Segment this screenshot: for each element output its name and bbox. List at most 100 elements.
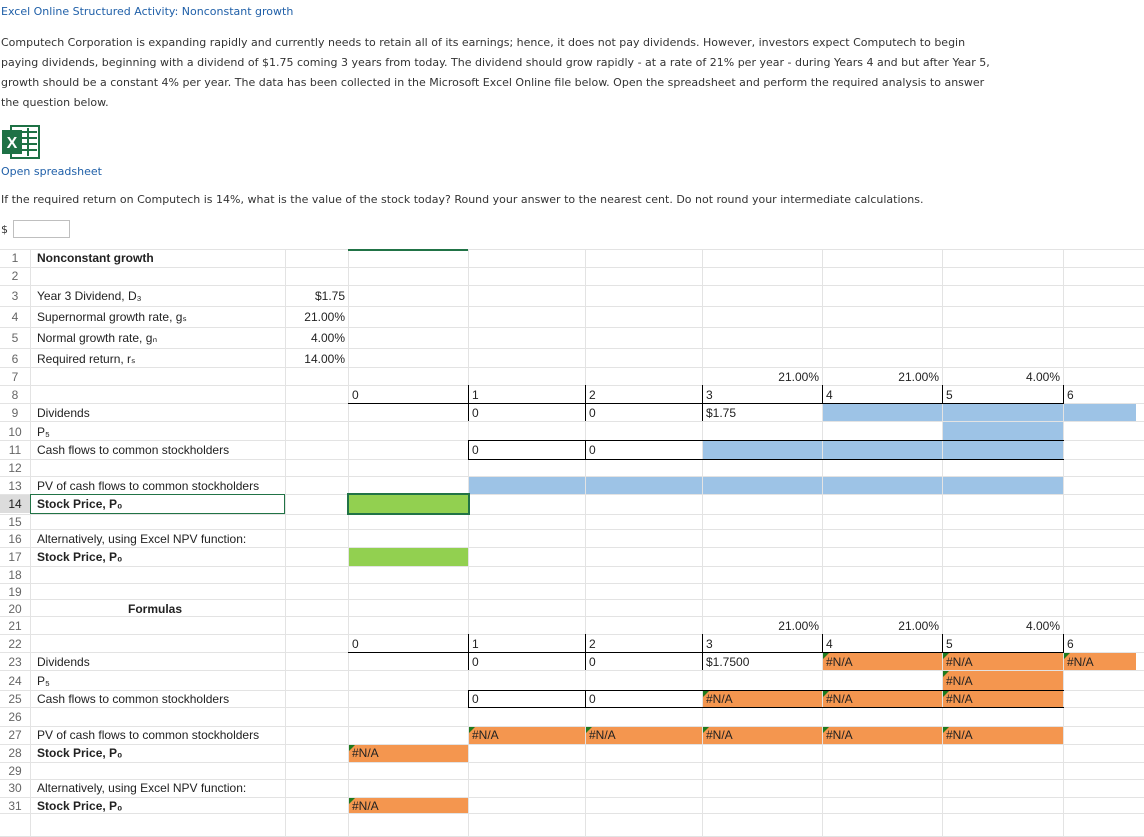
pv-cash-flows-label: PV of cash flows to common stockholders xyxy=(37,479,260,493)
row-number: 15 xyxy=(8,515,22,529)
spreadsheet: 1 2 3 4 5 6 7 8 9 10 11 12 13 14 15 16 1… xyxy=(0,249,1144,837)
formula-pv-year-2: #N/A xyxy=(589,728,616,742)
input-cell-pv-cash-flows[interactable] xyxy=(468,476,1063,495)
row-number: 17 xyxy=(8,550,22,564)
cash-flow-year-1: 0 xyxy=(472,443,479,457)
formula-timeline-border xyxy=(348,652,1064,653)
row-number: 6 xyxy=(11,352,19,366)
error-indicator-icon xyxy=(586,727,592,733)
gn-label: Normal growth rate, gₙ xyxy=(37,331,158,345)
cash-flow-year-2: 0 xyxy=(589,443,596,457)
error-indicator-icon xyxy=(943,727,949,733)
formulas-heading: Formulas xyxy=(128,602,183,616)
row-number: 26 xyxy=(8,710,22,724)
formula-cell-cash-flows-3-5[interactable] xyxy=(702,690,1063,707)
timeline-border xyxy=(348,403,1064,404)
gs-value[interactable]: 21.00% xyxy=(304,310,345,324)
formula-stock-price-value: #N/A xyxy=(352,746,379,760)
error-indicator-icon xyxy=(943,671,949,677)
formula-cash-flow-year-2: 0 xyxy=(589,692,596,706)
error-indicator-icon xyxy=(823,727,829,733)
row-number: 31 xyxy=(8,799,22,813)
row-number: 28 xyxy=(8,746,22,760)
row-number: 29 xyxy=(8,764,22,778)
d3-value[interactable]: $1.75 xyxy=(314,289,345,303)
input-cell-cash-flows-3-5[interactable] xyxy=(702,440,1063,459)
formula-cash-flow-year-3: #N/A xyxy=(706,692,733,706)
row-number: 27 xyxy=(8,728,22,742)
formula-year-0: 0 xyxy=(352,637,359,651)
gs-label: Supernormal growth rate, gₛ xyxy=(37,310,187,324)
row-number: 22 xyxy=(8,637,22,651)
formula-cell-npv-stock-price[interactable] xyxy=(348,797,468,813)
year-6: 6 xyxy=(1067,388,1074,402)
row-number: 25 xyxy=(8,692,22,706)
formula-dividend-year-6: #N/A xyxy=(1067,655,1094,669)
cash-flow-bottom-border xyxy=(468,459,1064,460)
growth-rate-year-5: 21.00% xyxy=(898,370,939,384)
row-number: 23 xyxy=(8,655,22,669)
row-number: 9 xyxy=(11,406,19,420)
row-number: 2 xyxy=(11,269,19,283)
error-indicator-icon xyxy=(349,798,355,804)
gn-value[interactable]: 4.00% xyxy=(310,331,345,345)
input-cell-npv-stock-price[interactable] xyxy=(348,547,468,566)
formula-pv-cash-flows-label: PV of cash flows to common stockholders xyxy=(37,728,260,742)
svg-text:X: X xyxy=(7,135,18,152)
row-number: 11 xyxy=(8,443,22,457)
row-number: 13 xyxy=(8,479,22,493)
year-2: 2 xyxy=(589,388,596,402)
error-indicator-icon xyxy=(469,727,475,733)
formula-year-2: 2 xyxy=(589,637,596,651)
d3-label: Year 3 Dividend, D₃ xyxy=(37,289,142,303)
formula-cell-p5[interactable] xyxy=(942,670,1063,690)
problem-description: Computech Corporation is expanding rapid… xyxy=(1,36,990,109)
formula-cash-flow-bottom-border xyxy=(468,707,1064,708)
formula-growth-rate-year-5: 21.00% xyxy=(898,619,939,633)
row-number-selected: 14 xyxy=(0,495,30,513)
formula-year-5: 5 xyxy=(946,637,953,651)
stock-price-label: Stock Price, P₀ xyxy=(37,497,123,511)
formula-cell-pv-cash-flows[interactable] xyxy=(468,726,1063,744)
excel-icon[interactable]: X xyxy=(1,122,41,162)
error-indicator-icon xyxy=(703,727,709,733)
formula-stock-price-label: Stock Price, P₀ xyxy=(37,746,123,760)
formula-dividends-label: Dividends xyxy=(37,655,90,669)
sheet-title: Nonconstant growth xyxy=(37,251,154,265)
activity-title: Excel Online Structured Activity: Noncon… xyxy=(1,5,294,18)
formula-cash-flow-year-4: #N/A xyxy=(826,692,853,706)
cash-flow-top-border xyxy=(468,440,1064,441)
row-number: 8 xyxy=(11,388,19,402)
formula-dividend-year-2: 0 xyxy=(589,655,596,669)
selected-row-label-frame xyxy=(30,494,285,514)
formula-cell-dividends-4-6[interactable] xyxy=(822,652,1136,670)
year-5: 5 xyxy=(946,388,953,402)
year-0: 0 xyxy=(352,388,359,402)
row-number: 10 xyxy=(8,425,22,439)
column-highlight xyxy=(348,249,468,251)
formula-dividend-year-3: $1.7500 xyxy=(706,655,750,669)
formula-cell-stock-price[interactable] xyxy=(348,744,468,762)
year-1: 1 xyxy=(472,388,479,402)
row-number: 1 xyxy=(11,251,19,265)
error-indicator-icon xyxy=(943,653,949,659)
row-number: 30 xyxy=(8,781,22,795)
row-number: 12 xyxy=(8,461,22,475)
input-cell-dividends-4-6[interactable] xyxy=(822,403,1136,421)
alt-npv-label: Alternatively, using Excel NPV function: xyxy=(37,532,247,546)
error-indicator-icon xyxy=(349,745,355,751)
cash-flows-label: Cash flows to common stockholders xyxy=(37,443,230,457)
input-cell-stock-price[interactable] xyxy=(348,494,468,514)
answer-input[interactable] xyxy=(13,220,70,238)
formula-cash-flows-label: Cash flows to common stockholders xyxy=(37,692,230,706)
rs-value[interactable]: 14.00% xyxy=(304,352,345,366)
formula-year-4: 4 xyxy=(826,637,833,651)
error-indicator-icon xyxy=(943,691,949,697)
selected-cell[interactable] xyxy=(347,493,470,515)
open-spreadsheet-link[interactable]: Open spreadsheet xyxy=(1,165,102,178)
row-number: 18 xyxy=(8,568,22,582)
formula-p5-value: #N/A xyxy=(946,674,973,688)
formula-pv-year-3: #N/A xyxy=(706,728,733,742)
input-cell-p5[interactable] xyxy=(942,421,1063,440)
dividends-label: Dividends xyxy=(37,406,90,420)
